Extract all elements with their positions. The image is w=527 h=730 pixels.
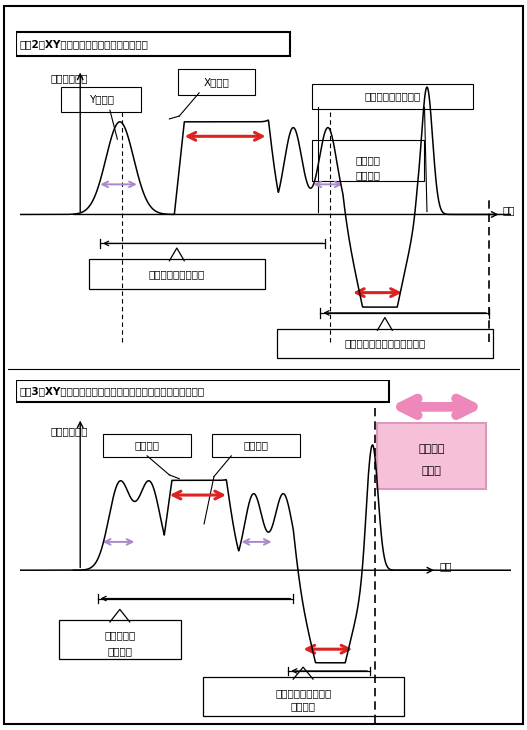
Text: １サイクル: １サイクル bbox=[104, 631, 135, 640]
Text: ムダ時間: ムダ時間 bbox=[355, 170, 380, 180]
Text: 時間: 時間 bbox=[440, 561, 452, 571]
Text: X軸移動: X軸移動 bbox=[203, 77, 229, 87]
Text: ムダ時間: ムダ時間 bbox=[243, 440, 269, 450]
Text: 加工駆動: 加工駆動 bbox=[290, 702, 316, 711]
FancyBboxPatch shape bbox=[311, 84, 473, 109]
FancyBboxPatch shape bbox=[61, 87, 141, 112]
Text: 時間: 時間 bbox=[502, 205, 515, 215]
FancyBboxPatch shape bbox=[377, 423, 486, 488]
Text: 反対方向１サイクル: 反対方向１サイクル bbox=[275, 688, 331, 698]
Text: 【図2】XYテーブルの駆動制御とムダ時間: 【図2】XYテーブルの駆動制御とムダ時間 bbox=[20, 39, 149, 49]
Text: 反対方向１サイクル加工駆動: 反対方向１サイクル加工駆動 bbox=[344, 339, 425, 349]
FancyBboxPatch shape bbox=[212, 434, 300, 458]
FancyBboxPatch shape bbox=[277, 328, 493, 358]
FancyBboxPatch shape bbox=[89, 259, 265, 288]
Text: ムダ時間: ムダ時間 bbox=[418, 445, 445, 454]
Text: 加工時間: 加工時間 bbox=[134, 440, 160, 450]
FancyBboxPatch shape bbox=[16, 380, 389, 402]
Text: 主作業（加工時間）: 主作業（加工時間） bbox=[364, 91, 421, 101]
FancyBboxPatch shape bbox=[178, 69, 255, 95]
FancyBboxPatch shape bbox=[16, 32, 290, 56]
Text: １サイクル加工駆動: １サイクル加工駆動 bbox=[149, 269, 205, 279]
Text: 【図3】XYテーブルの協調動作制御によるムダ時間の削除図解: 【図3】XYテーブルの協調動作制御によるムダ時間の削除図解 bbox=[20, 386, 205, 396]
Text: 加工駆動: 加工駆動 bbox=[108, 646, 132, 656]
FancyBboxPatch shape bbox=[59, 620, 181, 659]
Text: テーブル速度: テーブル速度 bbox=[51, 74, 88, 83]
Text: 付随作業: 付随作業 bbox=[355, 155, 380, 166]
FancyBboxPatch shape bbox=[103, 434, 191, 458]
Text: テーブル速度: テーブル速度 bbox=[51, 426, 88, 437]
Text: Y軸移動: Y軸移動 bbox=[89, 94, 114, 104]
FancyBboxPatch shape bbox=[311, 140, 424, 182]
Text: の削除: の削除 bbox=[422, 466, 442, 476]
FancyBboxPatch shape bbox=[202, 677, 404, 716]
